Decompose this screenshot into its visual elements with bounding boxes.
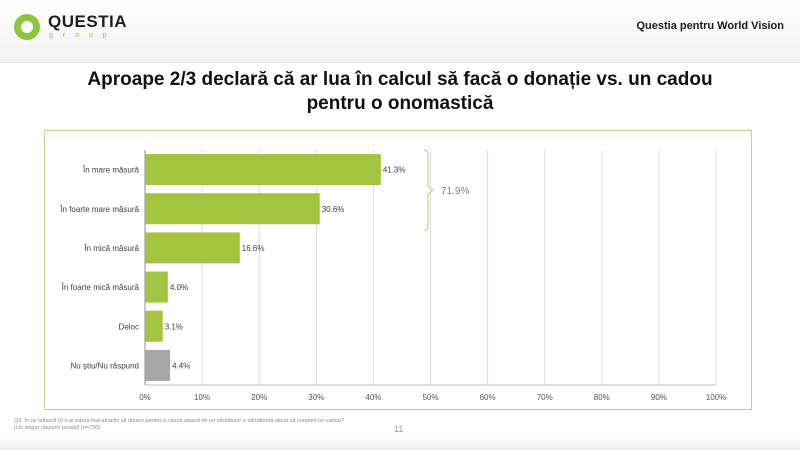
logo-text: QUESTIA (48, 12, 128, 31)
bar (145, 349, 171, 381)
data-label: 4.4% (172, 361, 190, 370)
bar (145, 154, 381, 186)
data-label: 3.1% (165, 322, 183, 331)
slide-title: Aproape 2/3 declară că ar lua în calcul … (87, 69, 713, 114)
header-band: QUESTIA g r o u p Questia pentru World V… (0, 0, 800, 63)
logo-subtext: g r o u p (49, 32, 111, 39)
page-number: 11 (394, 424, 404, 434)
bottom-band (0, 436, 800, 450)
x-tick-label: 30% (308, 393, 324, 402)
bar (145, 232, 240, 264)
x-tick-label: 70% (537, 393, 553, 402)
x-tick-label: 40% (365, 393, 381, 402)
category-label: În mică măsură (83, 244, 139, 253)
x-tick-label: 80% (594, 393, 610, 402)
data-label: 30.6% (322, 205, 345, 214)
x-tick-label: 20% (251, 393, 267, 402)
bar (145, 193, 320, 225)
x-tick-label: 100% (706, 393, 726, 402)
x-tick-label: 0% (139, 393, 151, 402)
data-label: 41.3% (383, 166, 406, 175)
x-tick-label: 60% (480, 393, 496, 402)
x-tick-label: 90% (651, 393, 667, 402)
data-label: 4.0% (170, 283, 188, 292)
bracket-total-label: 71.9% (441, 186, 469, 197)
x-tick-label: 50% (422, 393, 438, 402)
bar (145, 271, 168, 303)
category-label: În foarte mică măsură (61, 283, 140, 292)
category-label: În mare măsură (82, 166, 140, 175)
category-label: În foarte mare măsură (59, 205, 139, 214)
questia-logo-mark-icon (14, 14, 40, 40)
client-label: Questia pentru World Vision (636, 20, 784, 32)
bracket (423, 149, 435, 232)
bar (145, 310, 163, 342)
category-label: Nu știu/Nu răspund (71, 361, 139, 370)
footnote: Q3. În ce măsură (î) s-ar părea mai atra… (14, 418, 344, 431)
x-tick-label: 10% (194, 393, 210, 402)
data-label: 16.6% (242, 244, 265, 253)
chart-frame (44, 130, 752, 410)
category-label: Deloc (119, 322, 139, 331)
questia-logo: QUESTIA g r o u p (14, 12, 134, 46)
